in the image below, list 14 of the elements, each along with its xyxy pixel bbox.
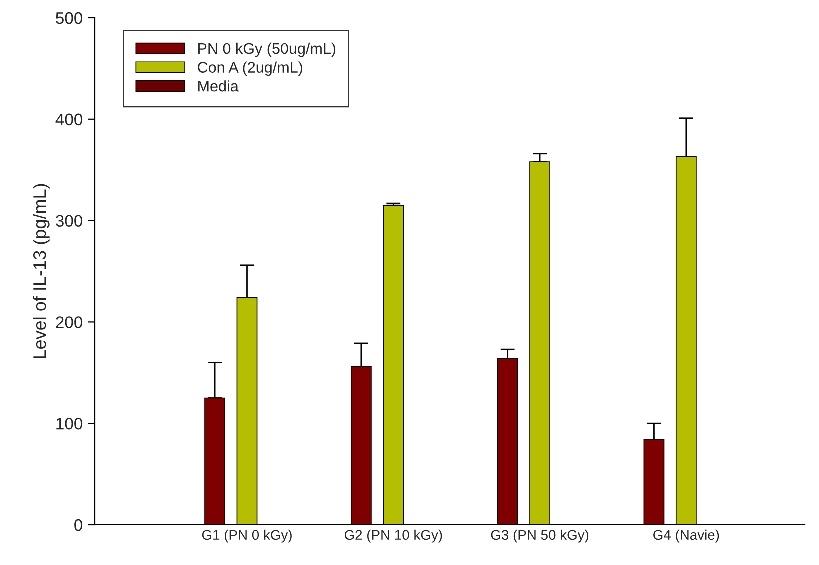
legend-label: PN 0 kGy (50ug/mL) — [198, 42, 336, 58]
y-tick-label: 200 — [56, 316, 83, 328]
y-axis-title: Level of IL-13 (pg/mL) — [33, 184, 50, 358]
legend-label: Media — [198, 80, 239, 92]
x-tick-label: G3 (PN 50 kGy) — [491, 530, 589, 543]
x-tick-label: G1 (PN 0 kGy) — [202, 530, 292, 543]
y-tick-label: 100 — [56, 418, 83, 430]
x-tick-label: G4 (Navie) — [654, 530, 720, 543]
y-tick-label: 300 — [56, 215, 83, 228]
legend-label: Con A (2ug/mL) — [198, 62, 302, 76]
y-tick-label: 500 — [56, 12, 83, 24]
y-tick-label: 400 — [56, 114, 83, 126]
x-tick-label: G2 (PN 10 kGy) — [344, 530, 442, 543]
y-tick-label: 0 — [74, 519, 83, 532]
